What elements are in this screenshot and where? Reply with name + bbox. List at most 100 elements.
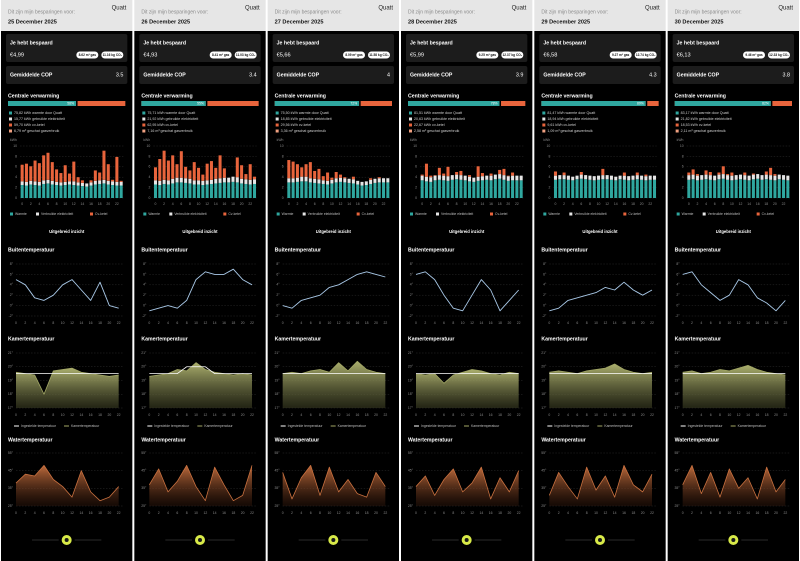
- bar-segment: [511, 172, 515, 176]
- y-tick-label: 20°: [275, 365, 281, 369]
- x-tick-label: 22: [648, 202, 652, 206]
- x-tick-label: 22: [517, 321, 521, 325]
- bar-segment: [433, 180, 437, 198]
- temperature-line: [415, 271, 520, 312]
- x-tick-label: 16: [356, 202, 360, 206]
- bar-segment: [222, 182, 226, 198]
- x-tick-label: 14: [81, 202, 85, 206]
- x-tick-label: 6: [710, 413, 712, 417]
- y-tick-label: 21°: [541, 351, 547, 355]
- y-tick-label: 17°: [408, 406, 414, 410]
- x-tick-label: 8: [722, 202, 724, 206]
- x-tick-label: 12: [70, 413, 74, 417]
- bar-segment: [622, 179, 626, 198]
- y-tick-label: 45°: [8, 469, 14, 473]
- stat-swatch: [675, 129, 679, 133]
- temperature-line: [282, 271, 386, 309]
- x-tick-label: 18: [231, 202, 235, 206]
- section-title: Buitentemperatuur: [8, 247, 54, 253]
- x-tick-label: 8: [52, 321, 54, 325]
- x-tick-label: 10: [594, 511, 598, 515]
- bar-segment: [751, 174, 755, 180]
- bar-segment: [188, 178, 192, 184]
- savings-label: Je hebt bespaard: [543, 40, 586, 46]
- area-line: [148, 464, 253, 502]
- y-tick-label: 8: [682, 154, 684, 158]
- x-tick-label: 16: [489, 413, 493, 417]
- insight-link: Uitgebreid inzicht: [316, 229, 352, 234]
- bar-segment: [691, 169, 695, 175]
- bar-segment: [592, 176, 596, 181]
- y-tick-label: 0: [282, 196, 284, 200]
- bar-segment: [291, 178, 295, 183]
- y-tick-label: 17°: [675, 406, 681, 410]
- x-tick-label: 4: [167, 321, 169, 325]
- x-tick-label: 0: [15, 321, 17, 325]
- x-tick-label: 8: [452, 511, 454, 515]
- coverage-bar: [674, 101, 771, 106]
- y-tick-label: 0: [148, 196, 150, 200]
- bar-segment: [55, 181, 59, 185]
- y-tick-label: -2°: [409, 314, 414, 318]
- x-tick-label: 16: [89, 511, 93, 515]
- x-tick-label: 4: [700, 511, 702, 515]
- x-tick-label: 16: [355, 321, 359, 325]
- coverage-label: 78%: [491, 101, 498, 105]
- bar-segment: [171, 178, 175, 184]
- x-tick-label: 8: [319, 413, 321, 417]
- x-tick-label: 2: [563, 202, 565, 206]
- bar-segment: [244, 174, 248, 180]
- bar-segment: [218, 155, 222, 179]
- cop-card: [672, 66, 794, 84]
- legend-label: Cv-ketel: [95, 212, 108, 216]
- nav-button-inner: [598, 538, 602, 542]
- bar-segment: [511, 175, 515, 181]
- y-tick-label: 45°: [675, 469, 681, 473]
- bar-segment: [502, 168, 506, 176]
- x-tick-label: 16: [755, 511, 759, 515]
- bar-segment: [566, 175, 570, 180]
- x-tick-label: 10: [461, 413, 465, 417]
- cop-label: Gemiddelde COP: [677, 72, 720, 78]
- stat-text: 75,82 kWh warmte door Quatt: [14, 111, 62, 115]
- x-tick-label: 18: [631, 413, 635, 417]
- y-tick-label: 18°: [675, 392, 681, 396]
- x-tick-label: 2: [158, 413, 160, 417]
- temperature-line: [149, 268, 253, 312]
- savings-pill: [609, 51, 632, 59]
- bar-segment: [429, 177, 433, 182]
- stat-swatch: [409, 129, 412, 133]
- cop-value: 3.5: [116, 72, 124, 78]
- legend-label: Verbruikte elektriciteit: [708, 212, 740, 216]
- insight-link: Uitgebreid inzicht: [182, 229, 218, 234]
- x-tick-label: 12: [470, 413, 474, 417]
- bar-segment: [420, 174, 424, 176]
- x-tick-label: 0: [148, 511, 150, 515]
- bar-segment: [773, 175, 777, 181]
- y-tick-label: 10: [680, 144, 684, 148]
- bar-segment: [179, 177, 183, 183]
- x-tick-label: 10: [63, 202, 67, 206]
- x-tick-label: 10: [727, 511, 731, 515]
- x-tick-label: 14: [613, 321, 617, 325]
- bar-segment: [579, 174, 583, 179]
- y-tick-label: 6: [282, 165, 284, 169]
- bar-segment: [287, 160, 291, 179]
- stat-text: 15,77 kWh gebruikte elektriciteit: [14, 117, 65, 121]
- bar-segment: [80, 182, 84, 187]
- x-tick-label: 16: [89, 321, 93, 325]
- area-line: [682, 364, 786, 376]
- x-tick-label: 16: [622, 413, 626, 417]
- y-tick-label: 4: [548, 175, 550, 179]
- bar-segment: [308, 162, 312, 179]
- savings-pill: [76, 51, 99, 59]
- savings-pill: [634, 51, 657, 59]
- bar-segment: [726, 179, 730, 198]
- y-tick-label: 8: [415, 154, 417, 158]
- savings-pill-text: 11.16 kg CO₂: [103, 53, 123, 57]
- x-tick-label: 4: [438, 202, 440, 206]
- bar-segment: [351, 179, 355, 184]
- x-tick-label: 8: [189, 202, 191, 206]
